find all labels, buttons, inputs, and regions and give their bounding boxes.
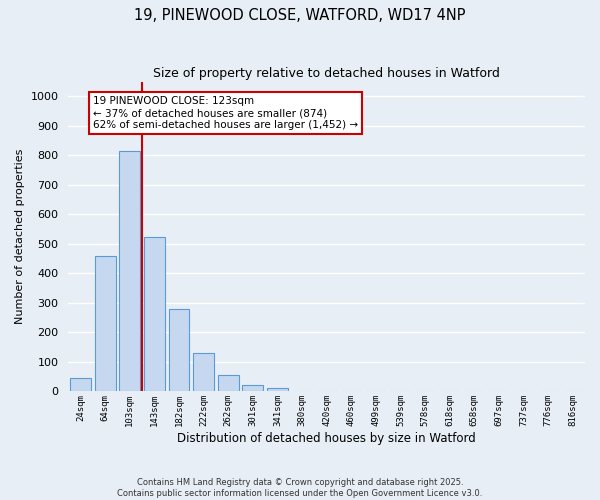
X-axis label: Distribution of detached houses by size in Watford: Distribution of detached houses by size …	[177, 432, 476, 445]
Text: 19 PINEWOOD CLOSE: 123sqm
← 37% of detached houses are smaller (874)
62% of semi: 19 PINEWOOD CLOSE: 123sqm ← 37% of detac…	[93, 96, 358, 130]
Y-axis label: Number of detached properties: Number of detached properties	[15, 149, 25, 324]
Bar	[144, 236, 165, 392]
Bar	[119, 151, 140, 392]
Bar	[267, 388, 288, 392]
Bar	[95, 256, 116, 392]
Text: Contains HM Land Registry data © Crown copyright and database right 2025.
Contai: Contains HM Land Registry data © Crown c…	[118, 478, 482, 498]
Title: Size of property relative to detached houses in Watford: Size of property relative to detached ho…	[153, 68, 500, 80]
Bar	[193, 353, 214, 392]
Bar	[218, 374, 239, 392]
Bar	[169, 310, 190, 392]
Bar	[70, 378, 91, 392]
Bar	[242, 385, 263, 392]
Text: 19, PINEWOOD CLOSE, WATFORD, WD17 4NP: 19, PINEWOOD CLOSE, WATFORD, WD17 4NP	[134, 8, 466, 22]
